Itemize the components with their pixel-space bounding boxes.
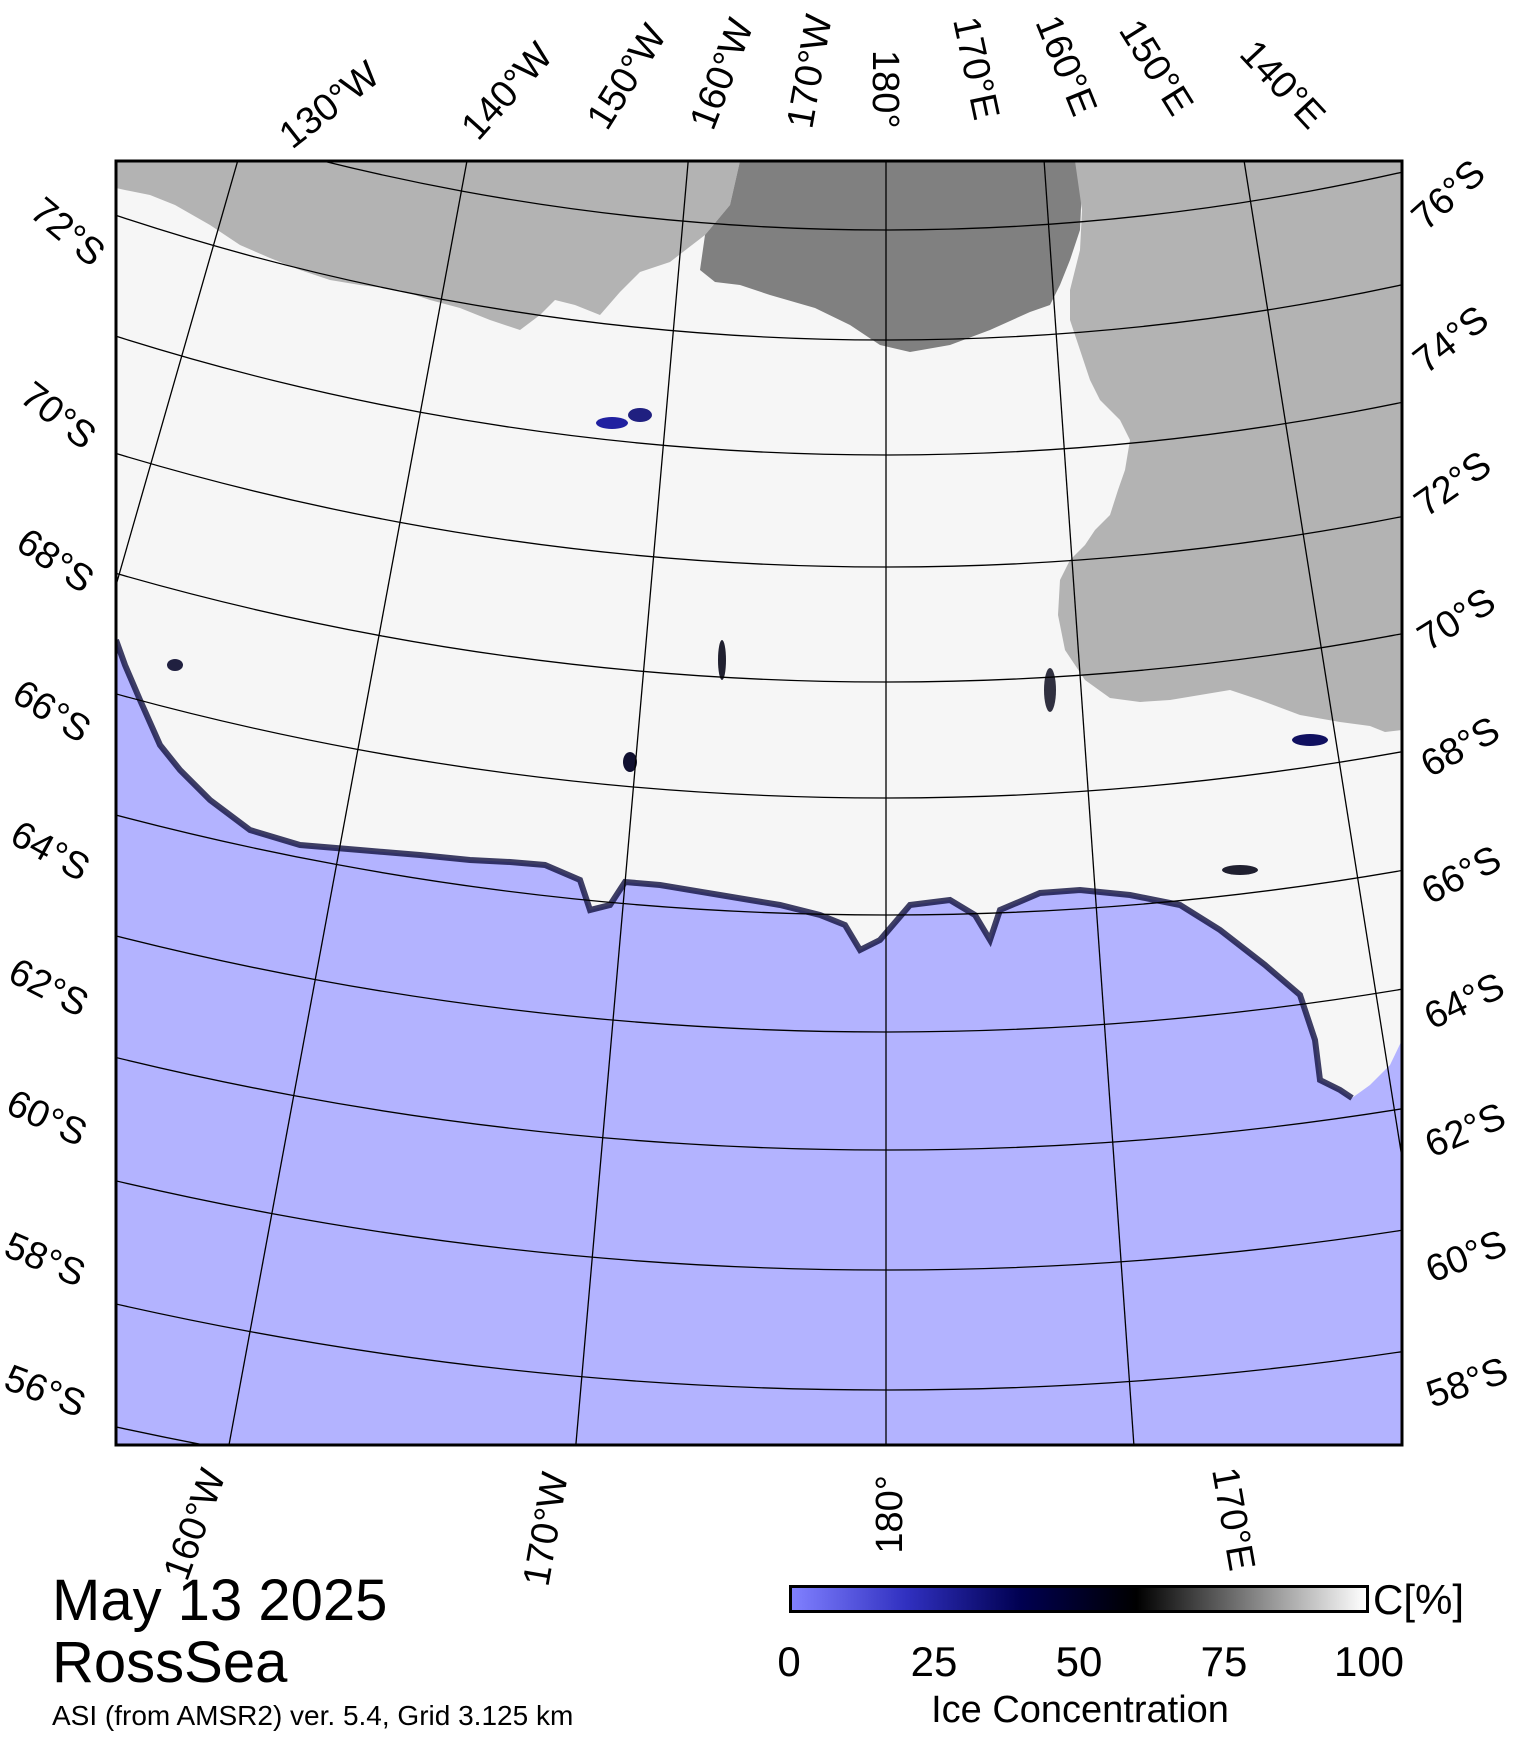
- data-source-note: ASI (from AMSR2) ver. 5.4, Grid 3.125 km: [52, 1700, 574, 1731]
- meridian-line: [1243, 161, 1402, 1163]
- lat-label-left: 66°S: [5, 672, 97, 752]
- colorbar-gradient: [789, 1585, 1369, 1613]
- lat-label-right: 64°S: [1418, 965, 1511, 1038]
- lon-label-top: 170°E: [944, 13, 1007, 123]
- ice-lead: [623, 752, 637, 772]
- lat-label-left: 64°S: [4, 813, 97, 890]
- right-latitude-labels: 76°S 74°S 72°S 70°S 68°S 66°S 64°S 62°S …: [1404, 152, 1513, 1416]
- lon-label-top: 160°E: [1027, 10, 1105, 122]
- map-frame: [114, 159, 1404, 1447]
- map-date: May 13 2025: [52, 1568, 388, 1633]
- lat-label-right: 62°S: [1419, 1095, 1512, 1166]
- lon-label-bottom: 170°E: [1203, 1464, 1262, 1574]
- lon-label-bottom: 170°W: [516, 1469, 577, 1589]
- ice-lead: [1222, 865, 1258, 875]
- lat-label-left: 56°S: [0, 1357, 91, 1426]
- meridian-line: [1043, 161, 1135, 1445]
- map-region: RossSea: [52, 1630, 288, 1695]
- land-marie-byrd: [116, 161, 740, 330]
- ice-lead: [167, 659, 183, 671]
- lat-label-left: 58°S: [0, 1225, 91, 1296]
- colorbar-tick: 0: [777, 1638, 801, 1685]
- land-victoria: [1058, 161, 1402, 732]
- top-longitude-labels: 130°W 140°W 150°W 160°W 170°W 180° 170°E…: [272, 10, 1333, 157]
- lat-label-right: 70°S: [1411, 580, 1503, 660]
- colorbar-tick: 50: [1055, 1638, 1103, 1685]
- graticule: [116, 161, 1402, 1445]
- lon-label-top: 150°E: [1110, 13, 1201, 123]
- lon-label-top: 130°W: [272, 53, 388, 157]
- marginal-ice-zone: [116, 638, 1354, 1101]
- lat-label-left: 60°S: [0, 1082, 93, 1155]
- lat-label-right: 76°S: [1404, 152, 1494, 239]
- lon-label-top: 180°: [864, 50, 906, 129]
- left-latitude-labels: 72°S 70°S 68°S 66°S 64°S 62°S 60°S 58°S …: [0, 190, 113, 1426]
- lat-label-right: 66°S: [1415, 838, 1508, 913]
- lon-label-top: 160°W: [682, 13, 762, 135]
- lat-label-left: 72°S: [22, 190, 112, 275]
- lon-label-top: 140°W: [453, 35, 561, 148]
- polynya-patch: [596, 417, 628, 429]
- colorbar-title: Ice Concentration: [931, 1689, 1229, 1731]
- lat-label-right: 58°S: [1421, 1350, 1513, 1417]
- colorbar-tick: 25: [910, 1638, 958, 1685]
- meridian-line: [575, 161, 689, 1445]
- meridian-line: [116, 161, 239, 588]
- colorbar-tick: 75: [1200, 1638, 1248, 1685]
- lat-label-left: 68°S: [9, 521, 101, 602]
- lat-label-right: 74°S: [1406, 298, 1497, 382]
- lat-label-left: 62°S: [2, 951, 95, 1026]
- lat-label-right: 68°S: [1414, 709, 1507, 786]
- ice-lead: [1292, 734, 1328, 746]
- colorbar-unit: C[%]: [1373, 1576, 1465, 1623]
- lat-label-right: 60°S: [1420, 1223, 1512, 1292]
- polynya-patch: [628, 408, 652, 422]
- lon-label-bottom: 180°: [869, 1475, 911, 1554]
- lon-label-top: 150°W: [579, 17, 675, 136]
- sea-ice-pack: [116, 161, 1402, 1098]
- ice-lead: [1044, 668, 1056, 712]
- ross-ice-shelf: [116, 161, 1082, 352]
- lat-label-right: 72°S: [1407, 443, 1499, 525]
- colorbar-tick: 100: [1333, 1638, 1405, 1685]
- lat-label-left: 70°S: [12, 374, 103, 458]
- meridian-line: [228, 161, 468, 1445]
- ice-lead: [718, 640, 726, 680]
- lon-label-top: 140°E: [1231, 32, 1333, 137]
- lon-label-top: 170°W: [780, 11, 841, 131]
